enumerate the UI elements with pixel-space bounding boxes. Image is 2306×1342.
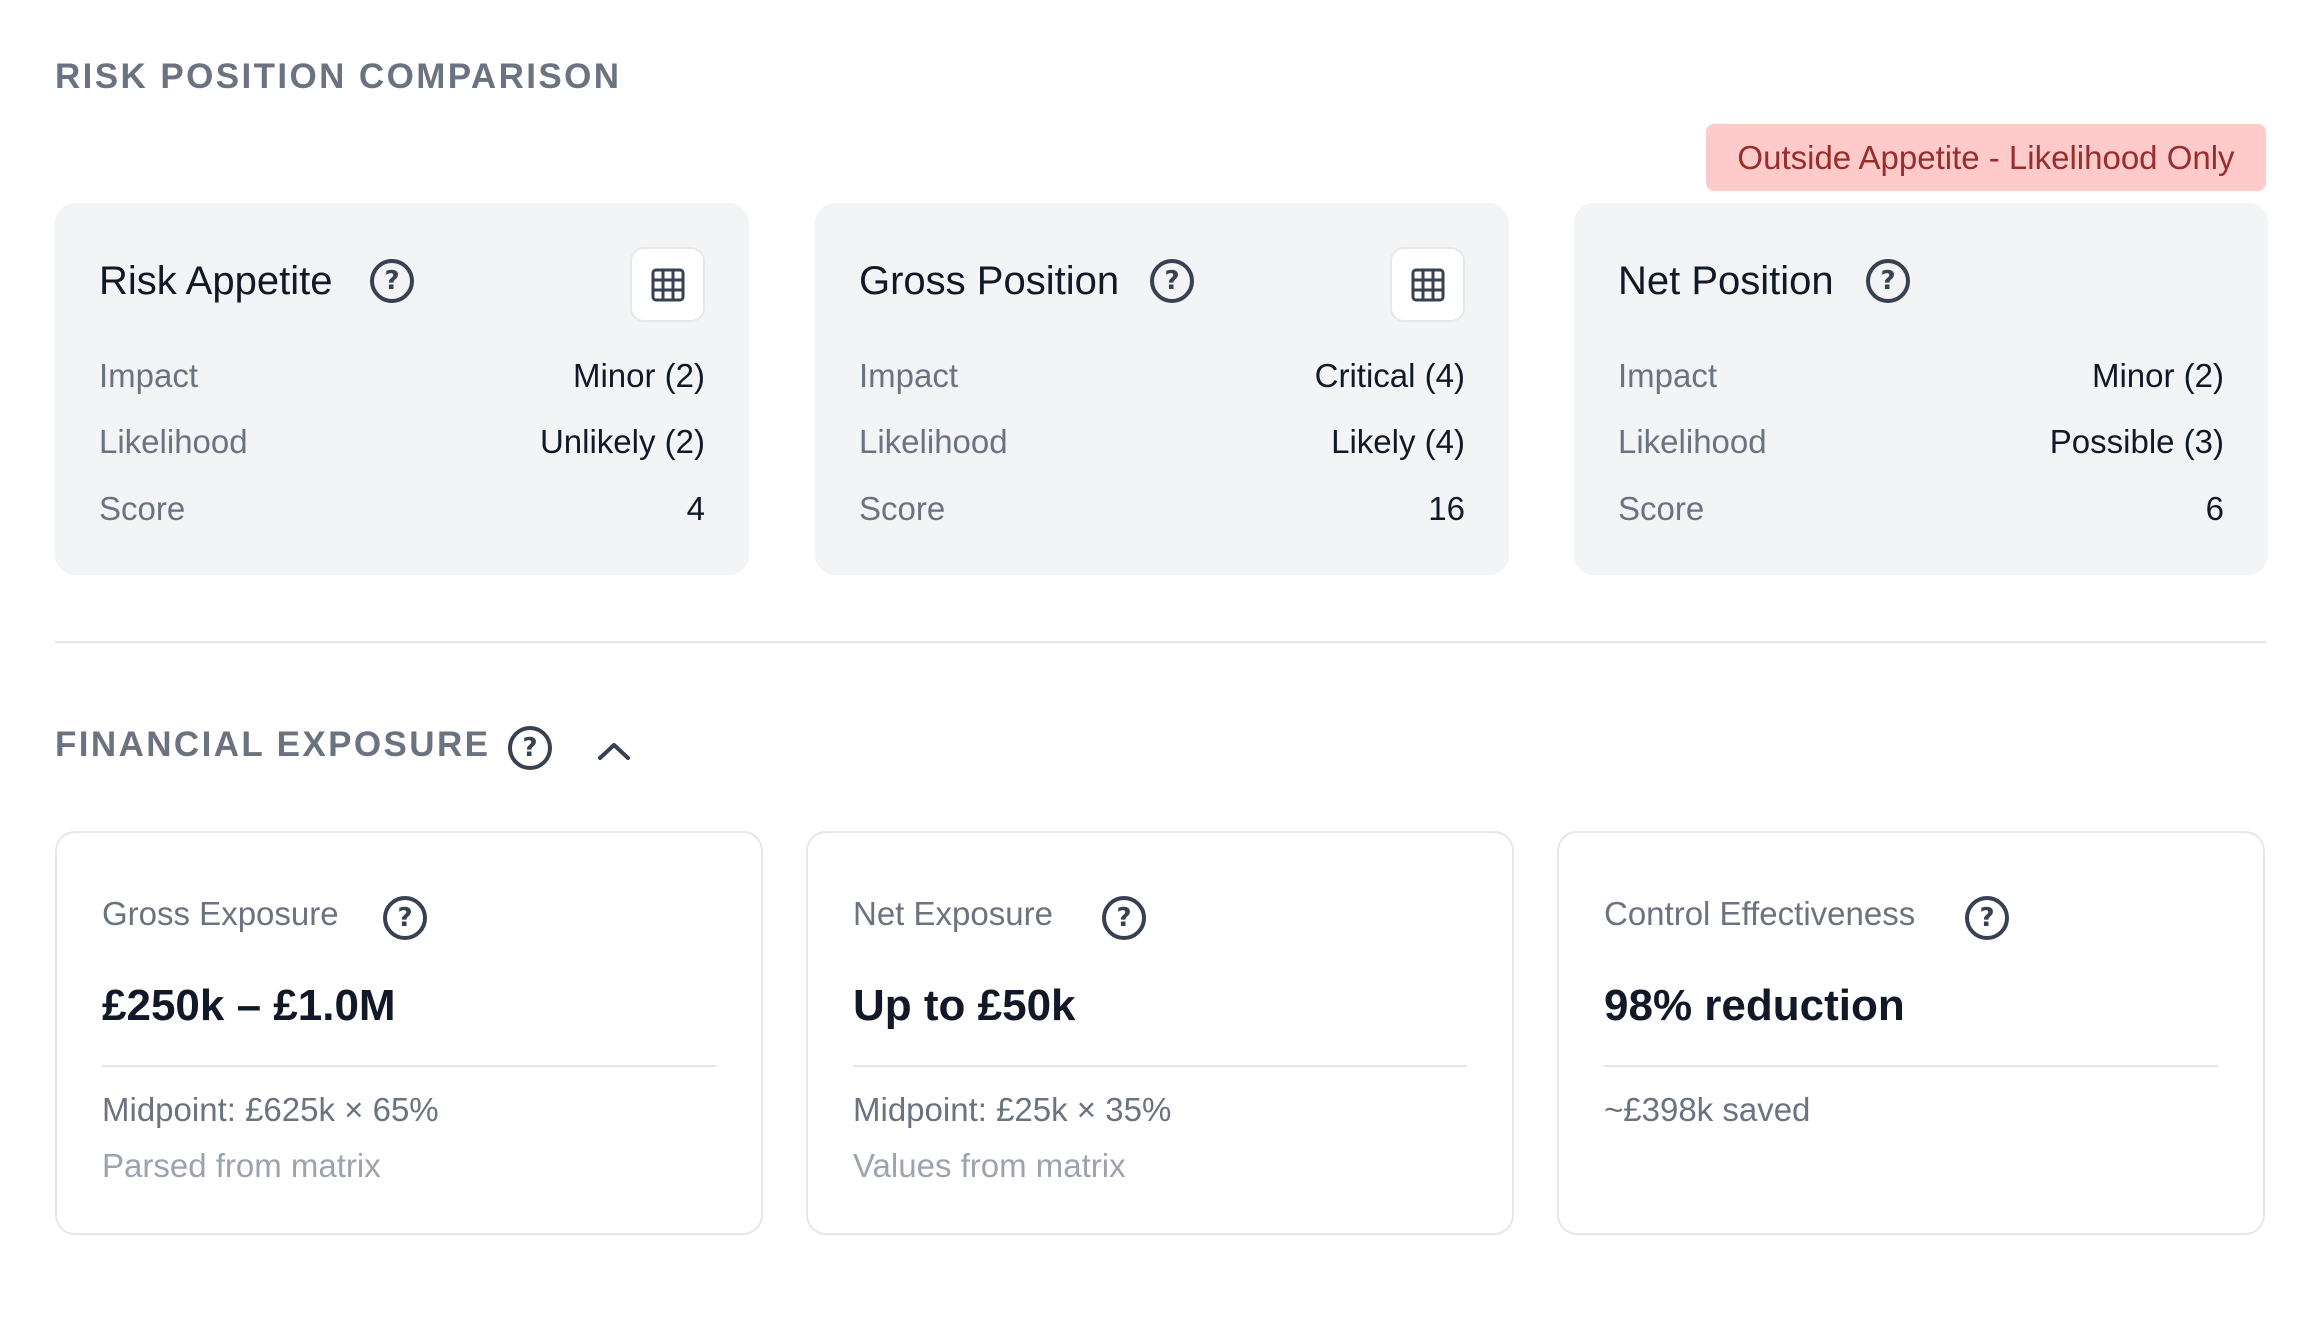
midpoint-text: Midpoint: £25k × 35%	[853, 1091, 1172, 1128]
source-text: Values from matrix	[853, 1147, 1126, 1184]
score-label: Score	[1618, 490, 1705, 527]
card-divider	[853, 1065, 1467, 1067]
score-label: Score	[859, 490, 946, 527]
exposure-label: Control Effectiveness	[1604, 895, 1916, 932]
likelihood-row: Likelihood Possible (3)	[1618, 420, 2224, 464]
midpoint-text: Midpoint: £625k × 65%	[102, 1091, 439, 1128]
score-row: Score 4	[99, 487, 705, 531]
exposure-value: £250k – £1.0M	[102, 981, 396, 1030]
help-icon[interactable]: ?	[1866, 259, 1910, 303]
likelihood-label: Likelihood	[859, 423, 1008, 460]
score-value: 16	[1428, 490, 1465, 527]
section-divider	[55, 641, 2266, 643]
net-position-card: Net Position ? Impact Minor (2) Likeliho…	[1574, 203, 2268, 575]
help-icon[interactable]: ?	[383, 896, 427, 940]
source-text: Parsed from matrix	[102, 1147, 381, 1184]
card-title: Net Position	[1618, 259, 1834, 303]
financial-exposure-heading: FINANCIAL EXPOSURE	[55, 725, 491, 764]
impact-row: Impact Minor (2)	[1618, 354, 2224, 398]
grid-icon	[1411, 268, 1444, 301]
card-title: Gross Position	[859, 259, 1120, 303]
risk-appetite-card: Risk Appetite ? Impact Minor (2) Likelih…	[55, 203, 749, 575]
impact-label: Impact	[99, 357, 199, 394]
card-divider	[1604, 1065, 2218, 1067]
impact-row: Impact Minor (2)	[99, 354, 705, 398]
likelihood-value: Possible (3)	[2049, 423, 2224, 460]
exposure-value: 98% reduction	[1604, 981, 1905, 1030]
score-label: Score	[99, 490, 186, 527]
likelihood-label: Likelihood	[1618, 423, 1767, 460]
help-icon[interactable]: ?	[1965, 896, 2009, 940]
likelihood-value: Unlikely (2)	[539, 423, 705, 460]
card-divider	[102, 1065, 716, 1067]
score-row: Score 6	[1618, 487, 2224, 531]
likelihood-value: Likely (4)	[1331, 423, 1465, 460]
likelihood-row: Likelihood Unlikely (2)	[99, 420, 705, 464]
exposure-label: Gross Exposure	[102, 895, 339, 932]
impact-value: Minor (2)	[572, 357, 705, 394]
impact-row: Impact Critical (4)	[859, 354, 1465, 398]
appetite-status-badge: Outside Appetite - Likelihood Only	[1706, 124, 2266, 191]
impact-value: Minor (2)	[2091, 357, 2224, 394]
impact-label: Impact	[1618, 357, 1718, 394]
likelihood-label: Likelihood	[99, 423, 248, 460]
view-matrix-button[interactable]	[1390, 247, 1465, 322]
gross-position-card: Gross Position ? Impact Critical (4) Lik…	[815, 203, 1509, 575]
view-matrix-button[interactable]	[630, 247, 705, 322]
help-icon[interactable]: ?	[1150, 259, 1194, 303]
impact-label: Impact	[859, 357, 959, 394]
grid-icon	[651, 268, 684, 301]
help-icon[interactable]: ?	[1102, 896, 1146, 940]
impact-value: Critical (4)	[1314, 357, 1465, 394]
help-icon[interactable]: ?	[508, 726, 552, 770]
score-value: 6	[2205, 490, 2224, 527]
likelihood-row: Likelihood Likely (4)	[859, 420, 1465, 464]
exposure-label: Net Exposure	[853, 895, 1053, 932]
savings-text: ~£398k saved	[1604, 1091, 1811, 1128]
net-exposure-card: Net Exposure ? Up to £50k Midpoint: £25k…	[806, 831, 1514, 1235]
chevron-up-icon[interactable]	[592, 736, 636, 766]
exposure-value: Up to £50k	[853, 981, 1076, 1030]
risk-position-heading: RISK POSITION COMPARISON	[55, 57, 622, 96]
control-effectiveness-card: Control Effectiveness ? 98% reduction ~£…	[1557, 831, 2265, 1235]
card-title: Risk Appetite	[99, 259, 333, 303]
score-row: Score 16	[859, 487, 1465, 531]
gross-exposure-card: Gross Exposure ? £250k – £1.0M Midpoint:…	[55, 831, 763, 1235]
help-icon[interactable]: ?	[370, 259, 414, 303]
score-value: 4	[686, 490, 705, 527]
